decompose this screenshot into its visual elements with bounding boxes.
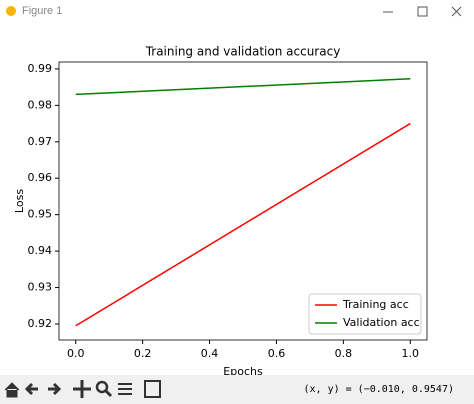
title-bar: Figure 1 [0,0,474,24]
title-bar-icons [6,6,462,17]
y-tick-label: 0.93 [28,281,53,294]
pan-button[interactable] [73,380,91,398]
chart: Training and validation accuracy Epochs Lo… [13,45,428,375]
app-icon [6,6,16,16]
back-button[interactable] [24,382,38,396]
x-tick-label: 0.0 [67,347,85,360]
y-tick-label: 0.95 [28,208,53,221]
chart-title: Training and validation accuracy [145,45,341,59]
plot-frame [58,61,428,341]
home-button[interactable] [4,382,20,398]
y-axis-label: Loss [13,189,26,213]
legend-box [308,293,422,335]
legend-label: Validation acc [343,316,420,329]
x-tick-label: 0.6 [268,347,286,360]
y-tick-label: 0.97 [28,135,53,148]
y-tick-label: 0.99 [28,62,53,75]
close-button[interactable] [451,6,462,17]
window-title: Figure 1 [22,5,63,17]
x-axis-label: Epochs [223,365,263,375]
configure-button[interactable] [118,383,132,395]
y-tick-label: 0.98 [28,98,53,111]
legend-label: Training acc [342,298,409,311]
x-tick-label: 1.0 [402,347,420,360]
y-tick-label: 0.96 [28,171,53,184]
x-tick-label: 0.2 [134,347,152,360]
toolbar-icons [4,380,161,398]
toolbar: (x, y) = (−0.010, 0.9547) [0,375,474,404]
x-tick-label: 0.8 [335,347,353,360]
forward-button[interactable] [48,382,62,396]
zoom-button[interactable] [95,380,113,398]
x-tick-label: 0.4 [201,347,219,360]
cursor-status: (x, y) = (−0.010, 0.9547) [303,384,454,395]
line-series [75,122,411,327]
save-button[interactable] [144,380,161,398]
line-series [75,78,411,96]
y-tick-label: 0.94 [28,244,53,257]
maximize-button[interactable] [417,6,428,17]
y-tick-label: 0.92 [28,317,53,330]
